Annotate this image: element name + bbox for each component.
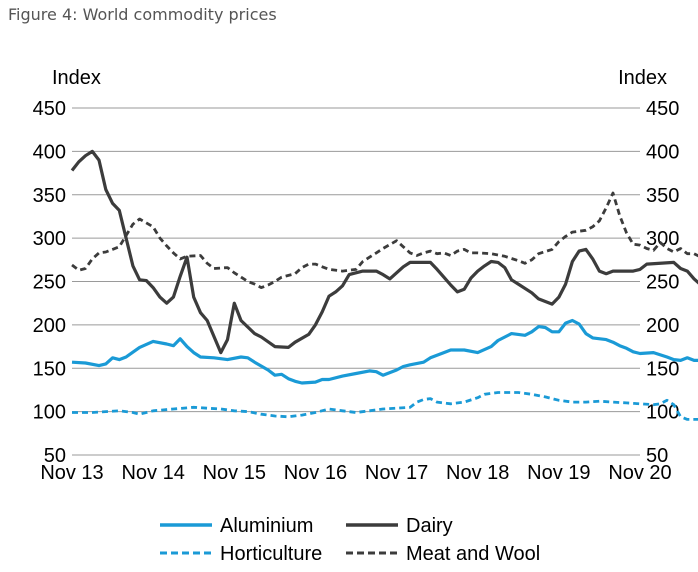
- series-line-meat-and-wool: [71, 191, 698, 289]
- legend-label-horticulture: Horticulture: [220, 543, 322, 565]
- series-line-dairy: [70, 149, 698, 355]
- x-tick-nov-13: Nov 13: [40, 462, 103, 484]
- y-axis-right-label: Index: [618, 67, 667, 89]
- y-tick-right-350: 350: [646, 185, 679, 207]
- y-tick-right-50: 50: [646, 445, 668, 467]
- legend-label-aluminium: Aluminium: [220, 515, 313, 537]
- gridlines: [72, 107, 640, 456]
- series-line-aluminium: [71, 318, 698, 385]
- x-tick-nov-20: Nov 20: [608, 462, 671, 484]
- x-tick-nov-15: Nov 15: [203, 462, 266, 484]
- series-lines: [70, 149, 698, 421]
- y-axis-right: 50 100 150 200 250 300 350 400 450: [646, 98, 679, 467]
- y-tick-left-400: 400: [33, 141, 66, 163]
- y-tick-left-200: 200: [33, 315, 66, 337]
- y-tick-left-300: 300: [33, 228, 66, 250]
- y-tick-right-150: 150: [646, 358, 679, 380]
- legend-label-meat-and-wool: Meat and Wool: [406, 543, 540, 565]
- y-tick-right-250: 250: [646, 272, 679, 294]
- y-tick-right-200: 200: [646, 315, 679, 337]
- y-tick-left-50: 50: [44, 445, 66, 467]
- y-tick-left-450: 450: [33, 98, 66, 120]
- y-tick-left-100: 100: [33, 402, 66, 424]
- y-tick-right-100: 100: [646, 402, 679, 424]
- y-tick-right-450: 450: [646, 98, 679, 120]
- y-tick-left-250: 250: [33, 272, 66, 294]
- x-tick-nov-16: Nov 16: [284, 462, 347, 484]
- x-axis: Nov 13 Nov 14 Nov 15 Nov 16 Nov 17 Nov 18 Nov …: [40, 462, 671, 484]
- y-tick-right-400: 400: [646, 141, 679, 163]
- y-tick-left-150: 150: [33, 358, 66, 380]
- x-tick-nov-19: Nov 19: [527, 462, 590, 484]
- x-tick-nov-17: Nov 17: [365, 462, 428, 484]
- legend: Aluminium Dairy Horticulture Meat and Wo…: [160, 515, 540, 565]
- series-line-horticulture: [72, 391, 698, 421]
- x-tick-nov-18: Nov 18: [446, 462, 509, 484]
- y-axis-left: 50 100 150 200 250 300 350 400 450: [33, 98, 66, 467]
- y-axis-left-label: Index: [52, 67, 101, 89]
- legend-label-dairy: Dairy: [406, 515, 453, 537]
- y-tick-right-300: 300: [646, 228, 679, 250]
- y-tick-left-350: 350: [33, 185, 66, 207]
- figure-title: Figure 4: World commodity prices: [8, 5, 277, 24]
- x-tick-nov-14: Nov 14: [121, 462, 184, 484]
